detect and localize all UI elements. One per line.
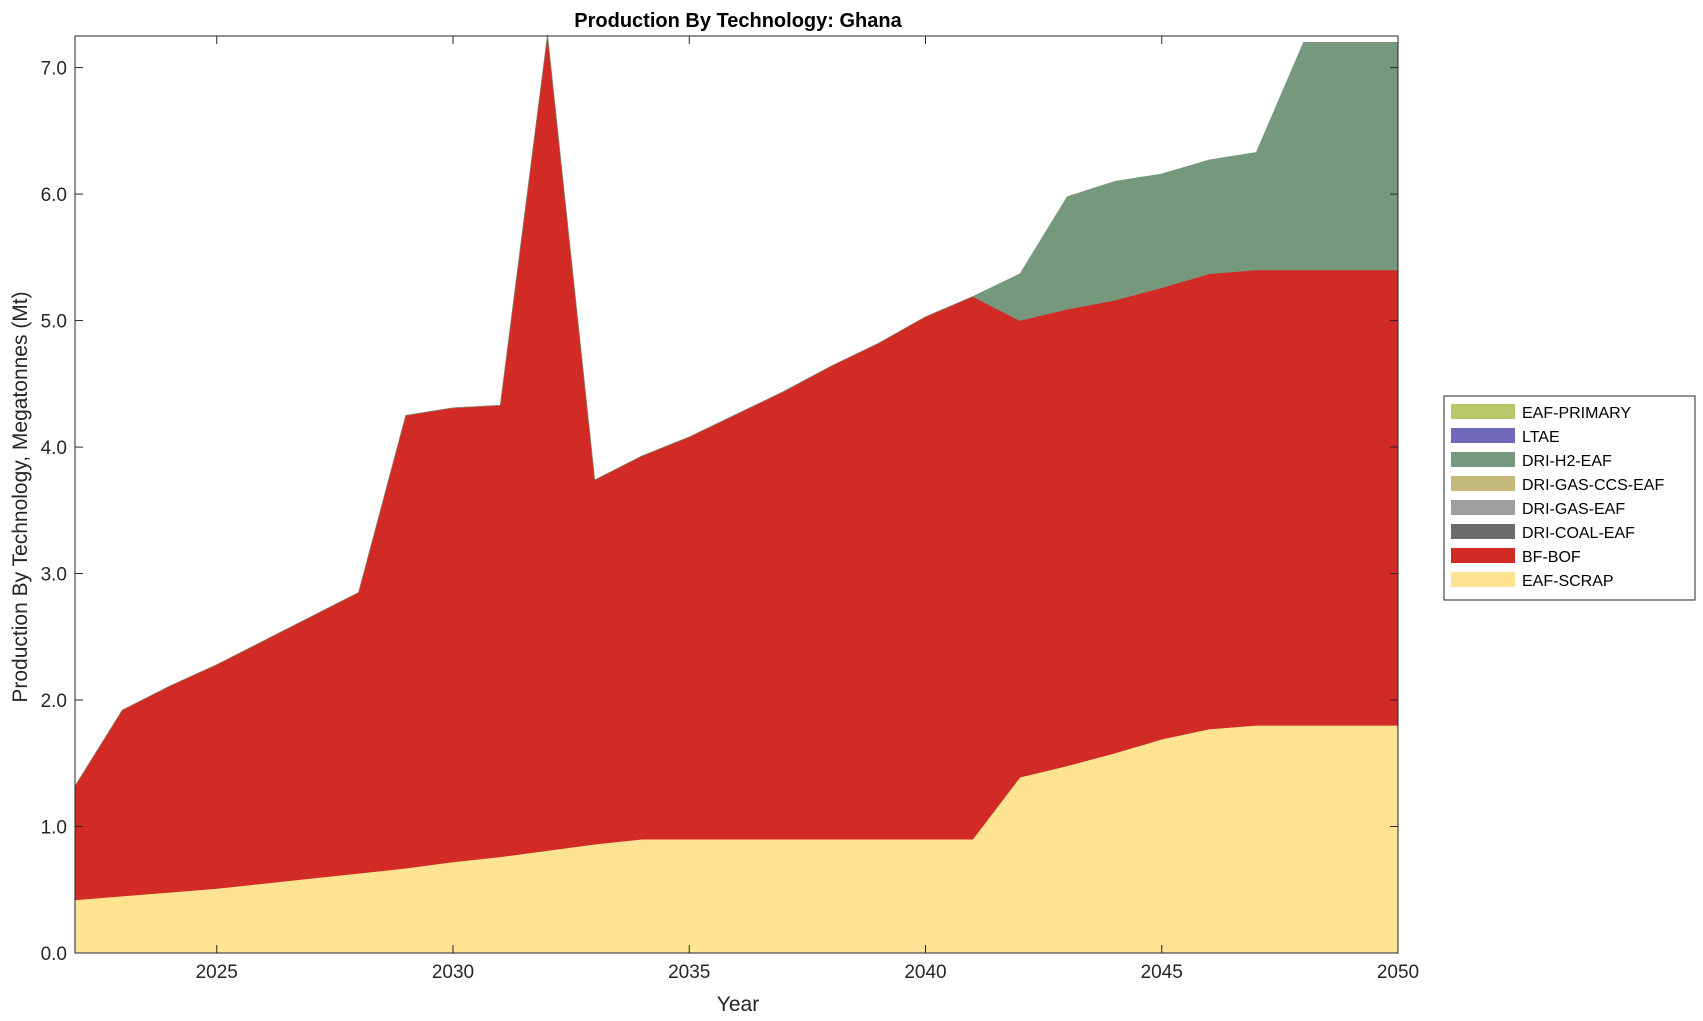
- legend-box: [1443, 395, 1696, 601]
- x-tick-label: 2045: [1141, 962, 1183, 983]
- legend-label-dri-gas-ccs-eaf: DRI-GAS-CCS-EAF: [1522, 477, 1664, 494]
- legend-swatch-ltae: [1451, 428, 1515, 443]
- stacked-areas: [74, 34, 1399, 954]
- y-tick-label: 3.0: [41, 565, 67, 586]
- y-tick-label: 6.0: [41, 185, 67, 206]
- y-tick-label: 0.0: [41, 944, 67, 965]
- legend-swatch-eaf-primary: [1451, 404, 1515, 419]
- legend-label-dri-coal-eaf: DRI-COAL-EAF: [1522, 525, 1635, 542]
- legend-label-dri-h2-eaf: DRI-H2-EAF: [1522, 453, 1612, 470]
- y-tick-label: 7.0: [41, 59, 67, 80]
- legend-swatch-dri-gas-eaf: [1451, 500, 1515, 515]
- legend-swatch-dri-coal-eaf: [1451, 524, 1515, 539]
- legend-swatch-dri-h2-eaf: [1451, 452, 1515, 467]
- legend-label-ltae: LTAE: [1522, 429, 1560, 446]
- x-tick-label: 2025: [196, 962, 238, 983]
- legend-label-dri-gas-eaf: DRI-GAS-EAF: [1522, 501, 1625, 518]
- x-axis-title: Year: [717, 993, 759, 1016]
- axes-box: [74, 35, 1399, 954]
- y-tick-label: 5.0: [41, 312, 67, 333]
- x-tick-label: 2050: [1377, 962, 1419, 983]
- axis-ticks: 2025 2030 2035 2040 2045 2050 0.0 1.0 2.0 3.0 4.0 5…: [41, 36, 1419, 983]
- y-tick-label: 1.0: [41, 818, 67, 839]
- legend-swatch-bf-bof: [1451, 548, 1515, 563]
- y-tick-label: 4.0: [41, 438, 67, 459]
- chart-title: Production By Technology: Ghana: [574, 10, 902, 32]
- y-axis-title: Production By Technology, Megatonnes (Mt…: [9, 291, 32, 702]
- legend-swatch-dri-gas-ccs-eaf: [1451, 476, 1515, 491]
- y-tick-label: 2.0: [41, 691, 67, 712]
- x-tick-label: 2035: [668, 962, 710, 983]
- legend-label-eaf-scrap: EAF-SCRAP: [1522, 573, 1614, 590]
- legend-label-bf-bof: BF-BOF: [1522, 549, 1581, 566]
- legend: EAF-PRIMARY LTAE DRI-H2-EAF DRI-GAS-CCS-EAF…: [1443, 395, 1696, 601]
- x-tick-label: 2030: [432, 962, 474, 983]
- legend-swatch-eaf-scrap: [1451, 572, 1515, 587]
- legend-label-eaf-primary: EAF-PRIMARY: [1522, 405, 1631, 422]
- x-tick-label: 2040: [904, 962, 946, 983]
